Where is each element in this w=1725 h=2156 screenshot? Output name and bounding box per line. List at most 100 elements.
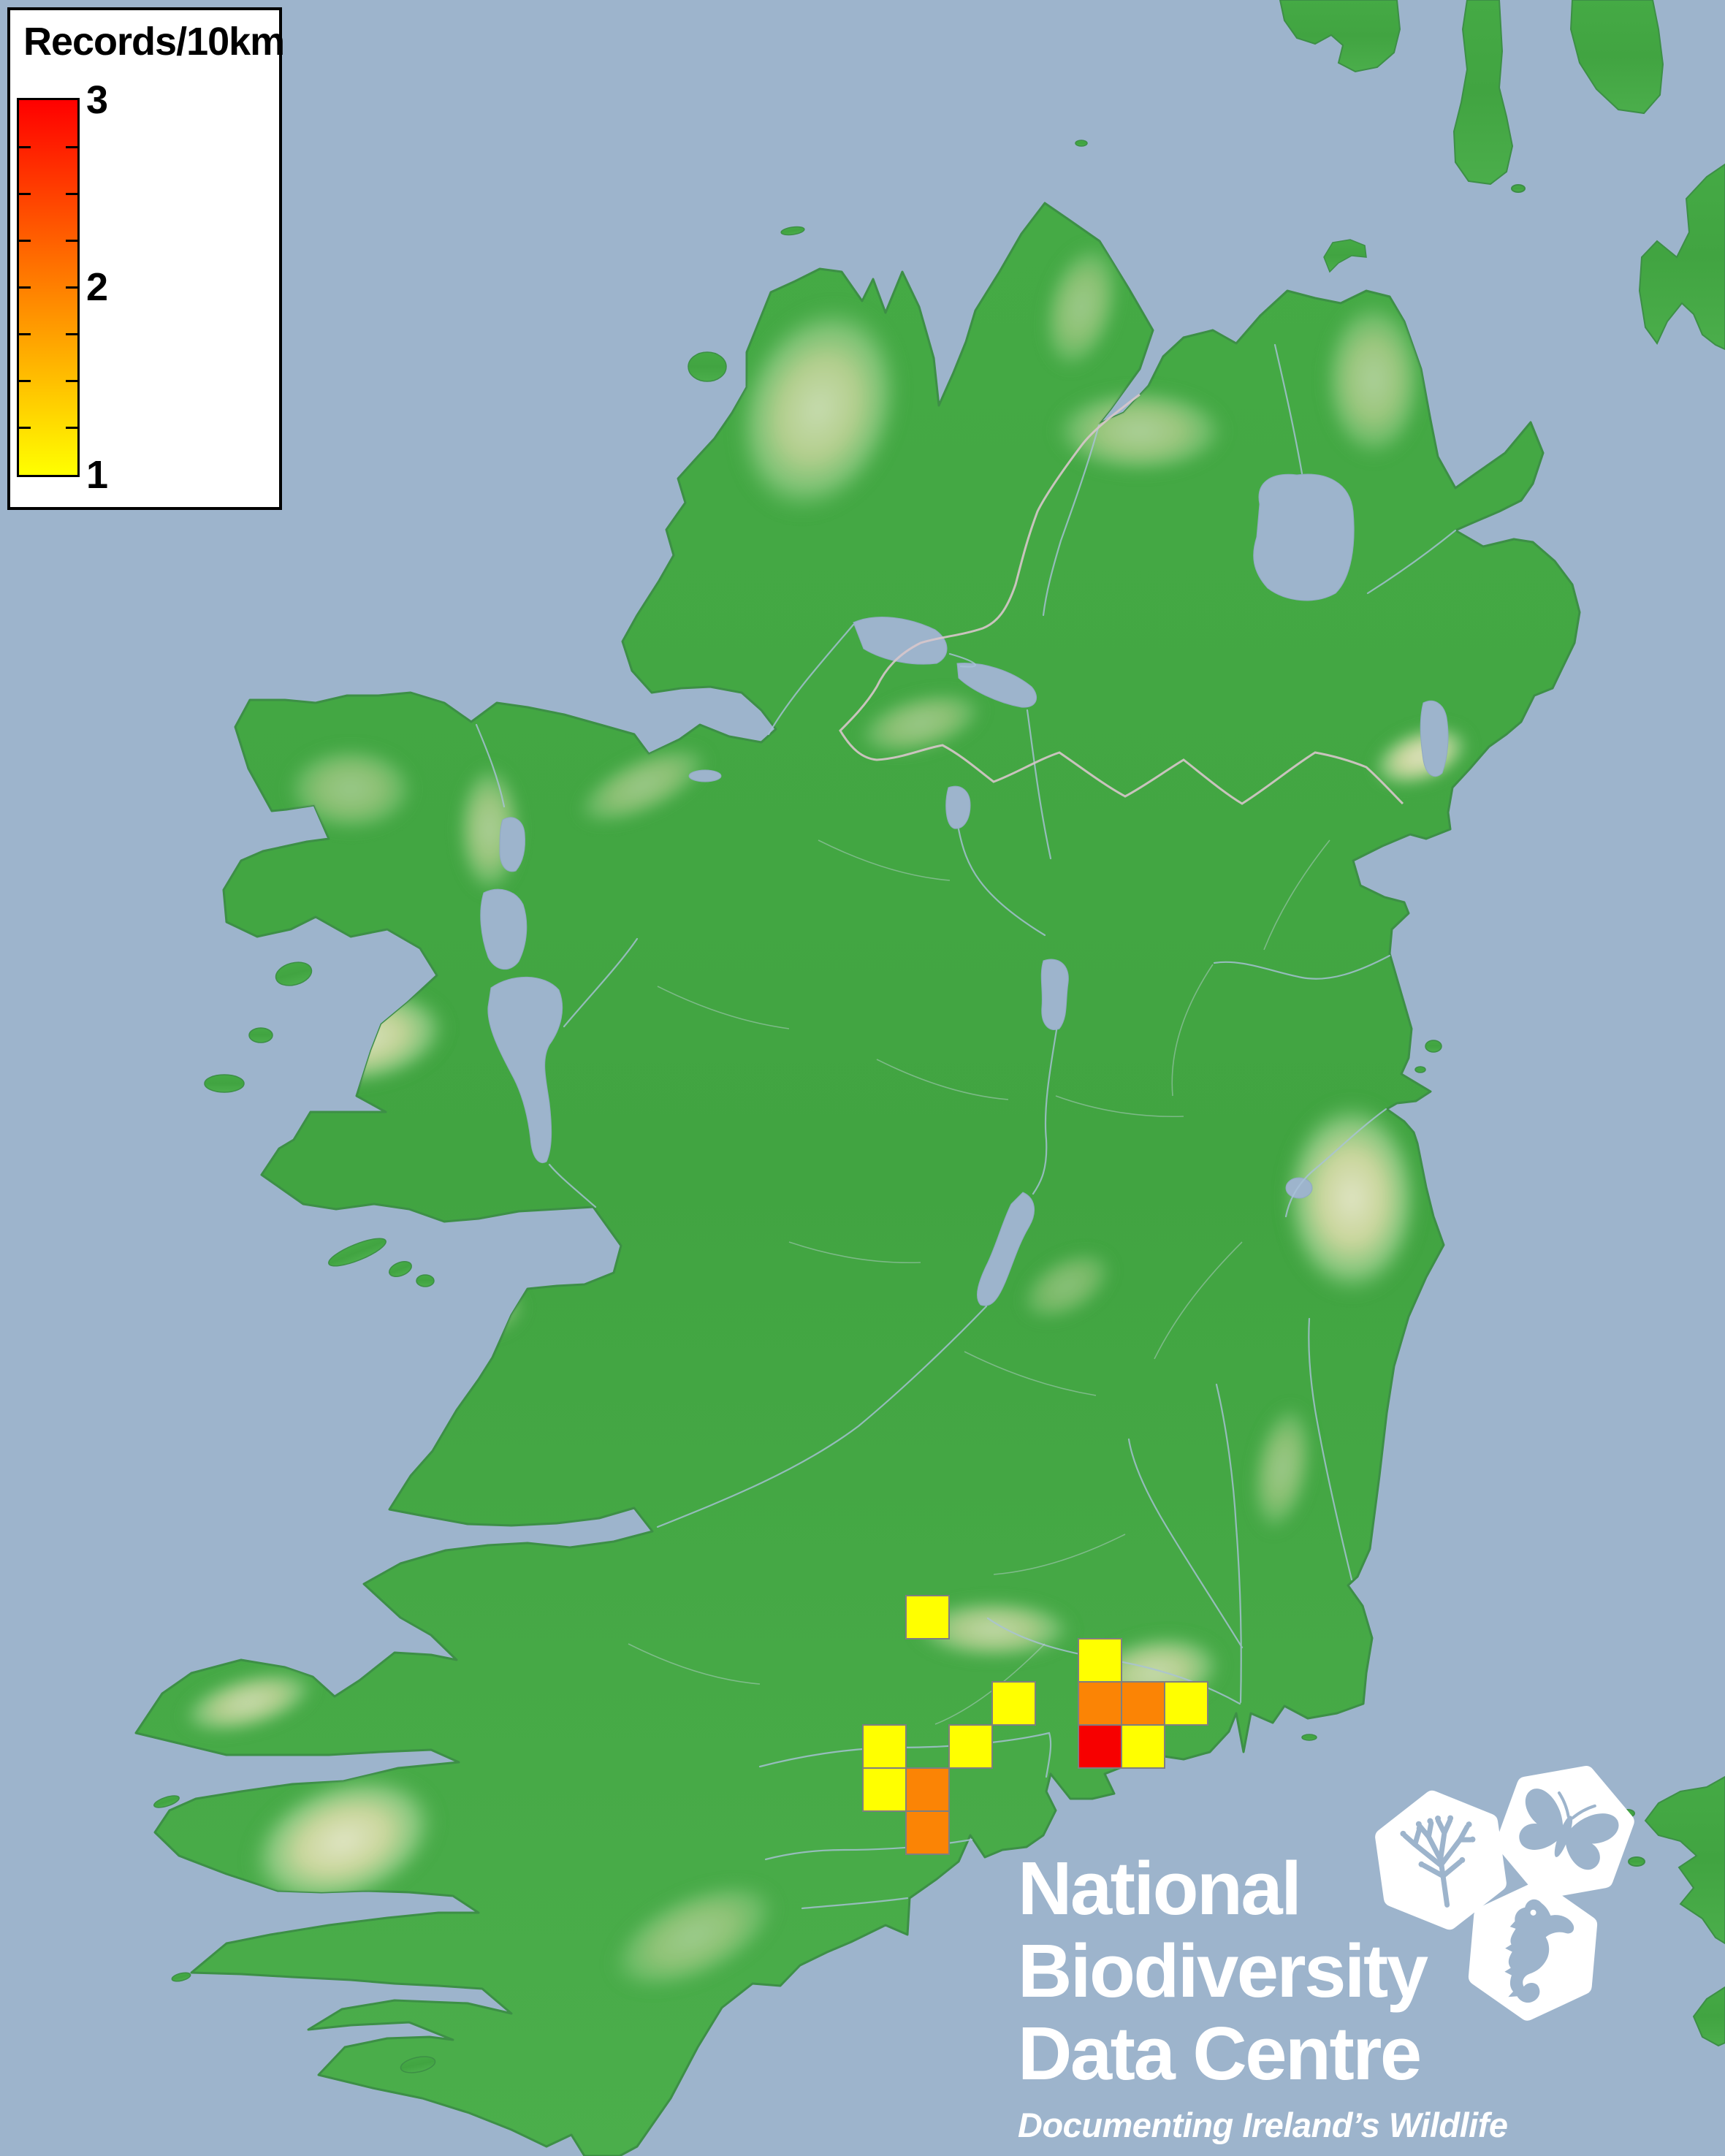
record-square-value-1 <box>948 1724 993 1769</box>
irelands-eye-islet <box>1414 1066 1426 1073</box>
river-boyne <box>1213 954 1391 980</box>
legend-gradient-bar <box>17 98 80 477</box>
inishtrahull-islet <box>1075 140 1088 147</box>
lough-gill <box>688 769 722 782</box>
record-square-value-1 <box>862 1767 907 1812</box>
seahorse-icon <box>1504 1899 1574 2003</box>
logo-line-1: National <box>1018 1846 1302 1930</box>
legend-tick <box>66 192 77 195</box>
skomer-islet <box>1628 1856 1645 1867</box>
plant-icon <box>1402 1818 1474 1908</box>
river-slaney <box>1308 1317 1353 1581</box>
lakes <box>480 473 1449 1306</box>
lough-conn <box>499 817 525 872</box>
legend-tick <box>66 427 77 430</box>
record-square-value-1 <box>1078 1638 1122 1683</box>
lough-corrib <box>487 976 563 1163</box>
seahorse-eye <box>1530 1909 1536 1916</box>
upper-lough-erne <box>956 663 1037 708</box>
wales-corner-fragment <box>1692 1986 1725 2047</box>
legend-tick <box>19 239 31 242</box>
aran-inishmore <box>328 1238 386 1267</box>
record-square-value-1 <box>991 1681 1036 1726</box>
aran-inisheer <box>416 1274 435 1287</box>
legend-label-max: 3 <box>86 78 109 122</box>
legend-tick <box>19 333 31 336</box>
pembrokeshire-coast <box>1644 1775 1725 1945</box>
lough-derg <box>976 1192 1035 1306</box>
legend-tick <box>19 427 31 430</box>
record-square-value-1 <box>862 1724 907 1769</box>
records-grid-squares <box>862 1595 1208 1855</box>
river-lagan <box>1366 529 1457 595</box>
lough-ree <box>1040 959 1069 1030</box>
river-corrib <box>548 1163 597 1208</box>
ni-border <box>839 393 1404 805</box>
lough-allen <box>945 785 971 829</box>
valentia-island <box>153 1795 180 1808</box>
arran-island <box>1569 0 1664 115</box>
river-clare <box>563 937 639 1028</box>
saltee-islands <box>1301 1734 1317 1741</box>
legend-panel: Records/10km 3 2 1 <box>7 7 285 510</box>
clear-island <box>400 2056 436 2073</box>
strangford-lough <box>1420 700 1449 777</box>
logo-tagline: Documenting Ireland’s Wildlife <box>1018 2106 1508 2144</box>
legend-tick <box>66 239 77 242</box>
rathlin-island <box>1323 239 1367 273</box>
record-square-value-1 <box>1121 1724 1165 1769</box>
lough-mask <box>480 888 528 970</box>
arranmore-island <box>688 351 727 382</box>
islay-island <box>1279 0 1401 73</box>
legend-tick <box>19 145 31 148</box>
river-liffey <box>1284 1108 1387 1218</box>
logo-line-3: Data Centre <box>1018 2011 1422 2095</box>
kintyre-peninsula <box>1452 0 1514 186</box>
river-barrow <box>1215 1383 1242 1704</box>
record-square-value-2 <box>1121 1681 1165 1726</box>
butterfly-hexagon-icon <box>1494 1756 1636 1908</box>
river-blackwater <box>758 1732 1052 1778</box>
legend-tick <box>19 286 31 289</box>
record-square-value-1 <box>1164 1681 1208 1726</box>
river-erne <box>767 623 1052 860</box>
poulaphouca-reservoir <box>1285 1177 1313 1199</box>
plant-icon-buds <box>1400 1815 1476 1867</box>
rivers <box>475 343 1457 1910</box>
clare-island <box>275 961 313 986</box>
legend-tick <box>66 333 77 336</box>
legend-title: Records/10km <box>23 20 285 64</box>
inishbofin-island <box>204 1074 245 1093</box>
legend-label-mid: 2 <box>86 265 109 309</box>
legend-tick <box>19 192 31 195</box>
scotland-coast-fragments <box>1279 0 1725 351</box>
legend-tick <box>66 145 77 148</box>
river-shannon <box>656 828 1058 1528</box>
record-square-value-2 <box>1078 1681 1122 1726</box>
nbdc-logo-text: National Biodiversity Data Centre Docume… <box>1018 1847 1508 2145</box>
legend-tick <box>66 286 77 289</box>
river-moy <box>475 723 506 808</box>
record-square-value-1 <box>905 1595 950 1639</box>
inishturk-island <box>248 1027 273 1043</box>
logo-line-2: Biodiversity <box>1018 1929 1428 2013</box>
butterfly-icon <box>1519 1789 1619 1870</box>
sanda-island <box>1511 184 1526 193</box>
lower-lough-erne <box>853 617 948 665</box>
record-square-value-3 <box>1078 1724 1122 1769</box>
lambay-island <box>1425 1040 1442 1053</box>
small-islands <box>153 140 1442 2073</box>
lough-neagh <box>1253 473 1355 601</box>
aran-inishmaan <box>389 1260 412 1278</box>
plant-hexagon-icon <box>1379 1792 1501 1929</box>
nbdc-logo-emblems <box>1374 1750 1725 2042</box>
river-bandon <box>801 1897 909 1910</box>
dursey-island <box>171 1972 191 1982</box>
river-bann <box>1273 343 1303 475</box>
river-foyle <box>1042 424 1100 617</box>
county-boundaries <box>628 839 1330 1725</box>
legend-tick <box>66 380 77 383</box>
legend-tick <box>19 380 31 383</box>
